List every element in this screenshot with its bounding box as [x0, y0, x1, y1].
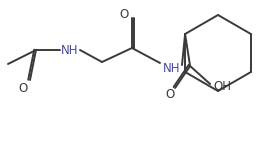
Text: OH: OH — [213, 80, 231, 93]
Text: NH: NH — [61, 44, 79, 57]
Text: O: O — [119, 8, 129, 21]
Text: O: O — [166, 87, 175, 100]
Text: NH: NH — [163, 61, 181, 74]
Text: O: O — [18, 81, 28, 94]
